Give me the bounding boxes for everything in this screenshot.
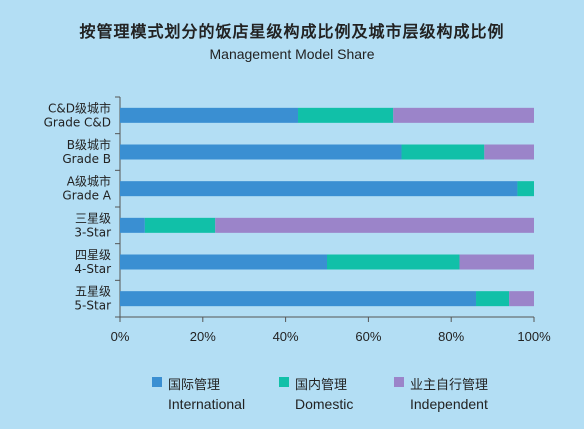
legend-swatch-international: [152, 377, 162, 387]
bar-segment-independent: [484, 144, 534, 160]
bar-segment-international: [120, 107, 299, 123]
chart-legend: 国际管理 International 国内管理 Domestic 业主自行管理 …: [0, 374, 584, 424]
bar-segment-international: [120, 217, 145, 233]
bar-segment-domestic: [401, 144, 485, 160]
chart-title: 按管理模式划分的饭店星级构成比例及城市层级构成比例: [79, 22, 505, 41]
bar-segment-independent: [393, 107, 534, 123]
legend-label-en: Independent: [410, 396, 488, 412]
legend-swatch-independent: [394, 377, 404, 387]
bar-segment-domestic: [517, 181, 534, 197]
category-label-zh: 五星级: [75, 285, 111, 299]
category-label-en: 4-Star: [74, 262, 111, 276]
legend-label-zh: 国际管理: [168, 378, 221, 393]
x-tick-label: 60%: [355, 329, 381, 344]
x-tick-label: 0%: [111, 329, 130, 344]
category-label-zh: A级城市: [67, 174, 111, 189]
legend-label-en: International: [168, 396, 246, 412]
category-label-en: Grade B: [62, 152, 111, 166]
category-label-zh: 四星级: [75, 248, 111, 262]
category-label-zh: 三星级: [75, 211, 111, 225]
bar-segment-domestic: [298, 107, 394, 123]
bar-segment-independent: [509, 291, 534, 307]
bar-segment-domestic: [144, 217, 216, 233]
category-label-en: 3-Star: [74, 225, 111, 239]
bar-segment-international: [120, 254, 327, 270]
category-label-en: Grade C&D: [44, 115, 111, 129]
x-tick-label: 20%: [190, 329, 216, 344]
chart-subtitle: Management Model Share: [209, 46, 375, 62]
category-label-en: 5-Star: [74, 299, 111, 313]
category-label-zh: C&D级城市: [48, 100, 111, 115]
bar-segment-international: [120, 181, 518, 197]
bar-segment-domestic: [476, 291, 510, 307]
legend-label-zh: 业主自行管理: [410, 378, 489, 393]
bar-segment-independent: [459, 254, 534, 270]
bar-segment-international: [120, 144, 402, 160]
bar-segment-international: [120, 291, 477, 307]
bar-segment-independent: [215, 217, 534, 233]
x-tick-label: 100%: [517, 329, 551, 344]
x-tick-label: 40%: [273, 329, 299, 344]
x-tick-label: 80%: [438, 329, 464, 344]
legend-swatch-domestic: [279, 377, 289, 387]
category-label-zh: B级城市: [67, 137, 111, 152]
category-label-en: Grade A: [62, 189, 111, 203]
bar-segment-domestic: [327, 254, 460, 270]
legend-label-en: Domestic: [295, 396, 354, 412]
legend-label-zh: 国内管理: [295, 378, 348, 393]
